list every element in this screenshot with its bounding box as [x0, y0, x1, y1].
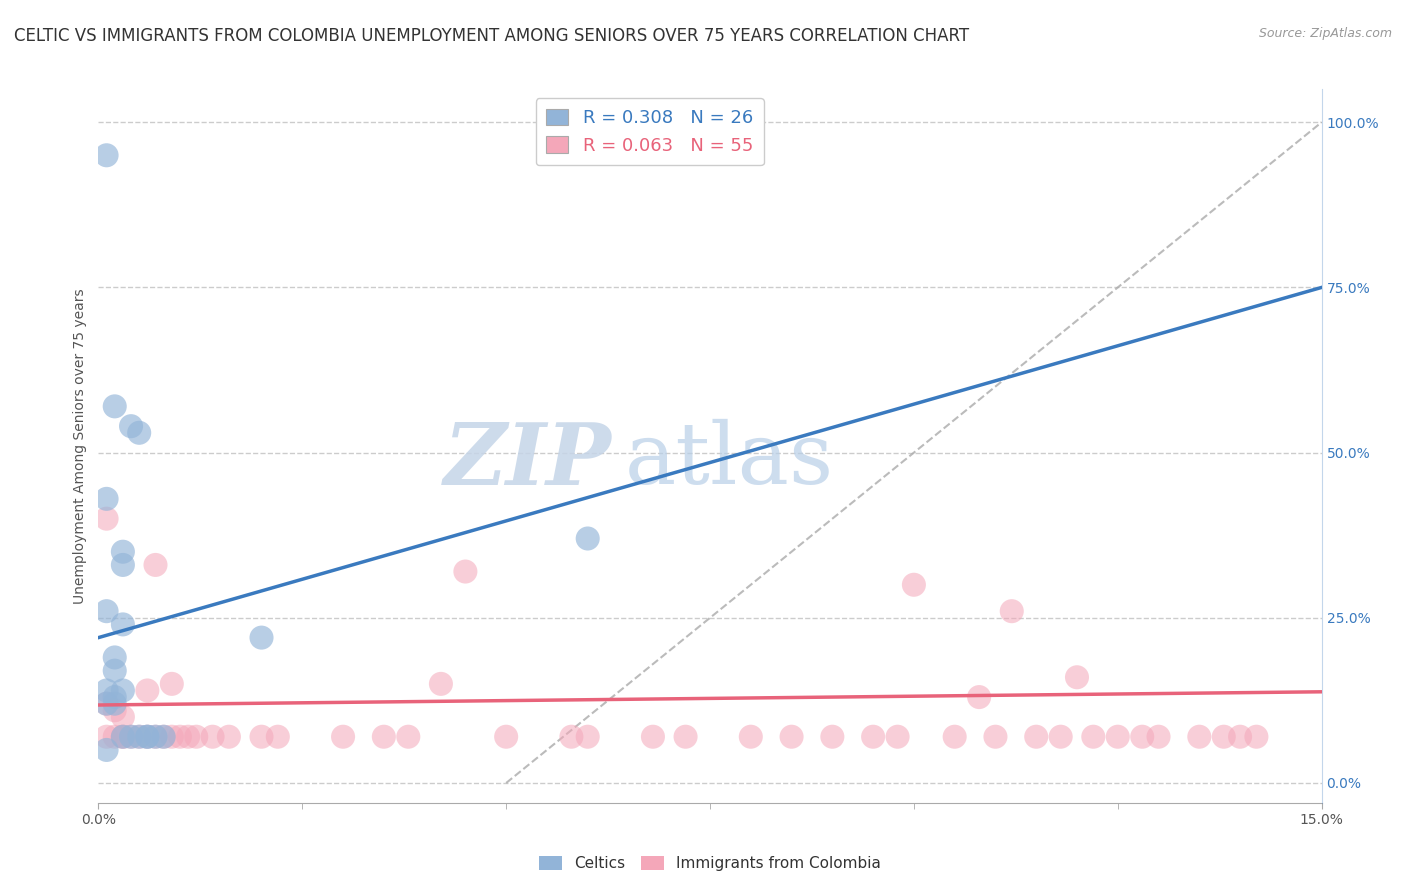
Point	[1188, 730, 1211, 744]
Point	[903, 578, 925, 592]
Text: atlas: atlas	[624, 418, 834, 502]
Point	[560, 730, 582, 744]
Text: ZIP: ZIP	[444, 418, 612, 502]
Point	[332, 730, 354, 744]
Point	[862, 730, 884, 744]
Point	[104, 730, 127, 744]
Point	[96, 730, 118, 744]
Point	[136, 730, 159, 744]
Point	[576, 532, 599, 546]
Point	[152, 730, 174, 744]
Point	[984, 730, 1007, 744]
Point	[128, 730, 150, 744]
Point	[1025, 730, 1047, 744]
Point	[104, 697, 127, 711]
Point	[96, 697, 118, 711]
Point	[96, 697, 118, 711]
Point	[111, 558, 134, 572]
Point	[128, 730, 150, 744]
Point	[104, 650, 127, 665]
Point	[250, 631, 273, 645]
Point	[96, 511, 118, 525]
Point	[145, 558, 167, 572]
Point	[111, 710, 134, 724]
Point	[1049, 730, 1071, 744]
Point	[145, 730, 167, 744]
Point	[675, 730, 697, 744]
Point	[136, 730, 159, 744]
Point	[111, 730, 134, 744]
Point	[373, 730, 395, 744]
Point	[120, 730, 142, 744]
Point	[160, 677, 183, 691]
Point	[495, 730, 517, 744]
Point	[96, 491, 118, 506]
Point	[576, 730, 599, 744]
Point	[169, 730, 191, 744]
Point	[186, 730, 208, 744]
Point	[967, 690, 990, 704]
Point	[1147, 730, 1170, 744]
Point	[104, 664, 127, 678]
Point	[780, 730, 803, 744]
Point	[160, 730, 183, 744]
Point	[104, 703, 127, 717]
Point	[943, 730, 966, 744]
Point	[821, 730, 844, 744]
Point	[120, 730, 142, 744]
Point	[128, 425, 150, 440]
Point	[1001, 604, 1024, 618]
Point	[111, 617, 134, 632]
Point	[111, 730, 134, 744]
Point	[250, 730, 273, 744]
Point	[1107, 730, 1129, 744]
Point	[152, 730, 174, 744]
Point	[201, 730, 224, 744]
Point	[641, 730, 664, 744]
Point	[886, 730, 908, 744]
Point	[218, 730, 240, 744]
Point	[96, 604, 118, 618]
Point	[96, 683, 118, 698]
Point	[96, 148, 118, 162]
Point	[136, 683, 159, 698]
Point	[145, 730, 167, 744]
Point	[1066, 670, 1088, 684]
Point	[430, 677, 453, 691]
Point	[454, 565, 477, 579]
Point	[136, 730, 159, 744]
Text: Source: ZipAtlas.com: Source: ZipAtlas.com	[1258, 27, 1392, 40]
Point	[111, 683, 134, 698]
Point	[111, 545, 134, 559]
Point	[111, 730, 134, 744]
Point	[1229, 730, 1251, 744]
Legend: Celtics, Immigrants from Colombia: Celtics, Immigrants from Colombia	[533, 849, 887, 877]
Point	[1246, 730, 1268, 744]
Point	[104, 690, 127, 704]
Point	[1083, 730, 1105, 744]
Point	[1212, 730, 1234, 744]
Point	[120, 419, 142, 434]
Point	[396, 730, 419, 744]
Point	[96, 743, 118, 757]
Y-axis label: Unemployment Among Seniors over 75 years: Unemployment Among Seniors over 75 years	[73, 288, 87, 604]
Point	[267, 730, 290, 744]
Point	[177, 730, 200, 744]
Point	[104, 400, 127, 414]
Point	[1130, 730, 1153, 744]
Text: CELTIC VS IMMIGRANTS FROM COLOMBIA UNEMPLOYMENT AMONG SENIORS OVER 75 YEARS CORR: CELTIC VS IMMIGRANTS FROM COLOMBIA UNEMP…	[14, 27, 969, 45]
Point	[740, 730, 762, 744]
